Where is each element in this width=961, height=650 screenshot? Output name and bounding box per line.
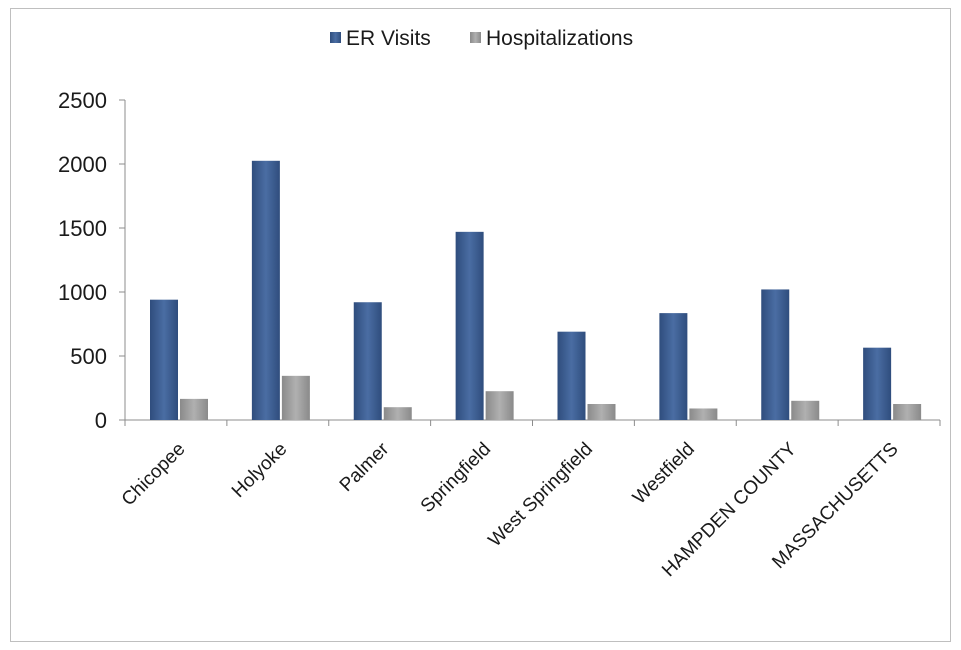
bar-hospitalizations-westfield — [689, 408, 718, 420]
bar-hospitalizations-holyoke — [281, 375, 310, 420]
bar-hospitalizations-palmer — [383, 407, 412, 420]
bar-er-visits-springfield — [455, 231, 484, 420]
bar-hospitalizations-chicopee — [180, 398, 208, 420]
y-tick-label: 0 — [95, 408, 107, 433]
y-tick-label: 500 — [70, 344, 107, 369]
bar-er-visits-hampden-county — [761, 289, 790, 420]
x-tick-label: Springfield — [417, 439, 495, 517]
y-tick-label: 2000 — [58, 152, 107, 177]
y-tick-label: 1500 — [58, 216, 107, 241]
bar-er-visits-chicopee — [150, 299, 178, 420]
bar-er-visits-massachusetts — [863, 347, 892, 420]
bar-hospitalizations-hampden-county — [791, 400, 820, 420]
y-tick-label: 1000 — [58, 280, 107, 305]
bar-er-visits-palmer — [353, 302, 382, 420]
x-tick-label: Holyoke — [228, 439, 291, 502]
legend-swatch — [470, 32, 481, 43]
bar-hospitalizations-massachusetts — [893, 404, 922, 420]
legend: ER Visits Hospitalizations — [330, 27, 633, 50]
x-tick-label: West Springfield — [485, 439, 597, 551]
bar-hospitalizations-springfield — [485, 391, 514, 420]
legend-label: ER Visits — [346, 27, 431, 50]
axes: 0 500 1000 1500 2000 2500 — [58, 88, 941, 433]
x-tick-label: Chicopee — [118, 439, 190, 511]
bar-er-visits-west-springfield — [557, 331, 586, 420]
bar-er-visits-westfield — [659, 313, 688, 420]
bar-er-visits-holyoke — [251, 160, 280, 421]
bar-hospitalizations-west-springfield — [587, 404, 616, 420]
x-tick-label: Palmer — [336, 438, 394, 496]
bars — [150, 160, 922, 421]
legend-label: Hospitalizations — [486, 27, 633, 50]
x-tick-label: Westfield — [629, 439, 699, 509]
y-tick-label: 2500 — [58, 88, 107, 113]
legend-swatch — [330, 32, 341, 43]
